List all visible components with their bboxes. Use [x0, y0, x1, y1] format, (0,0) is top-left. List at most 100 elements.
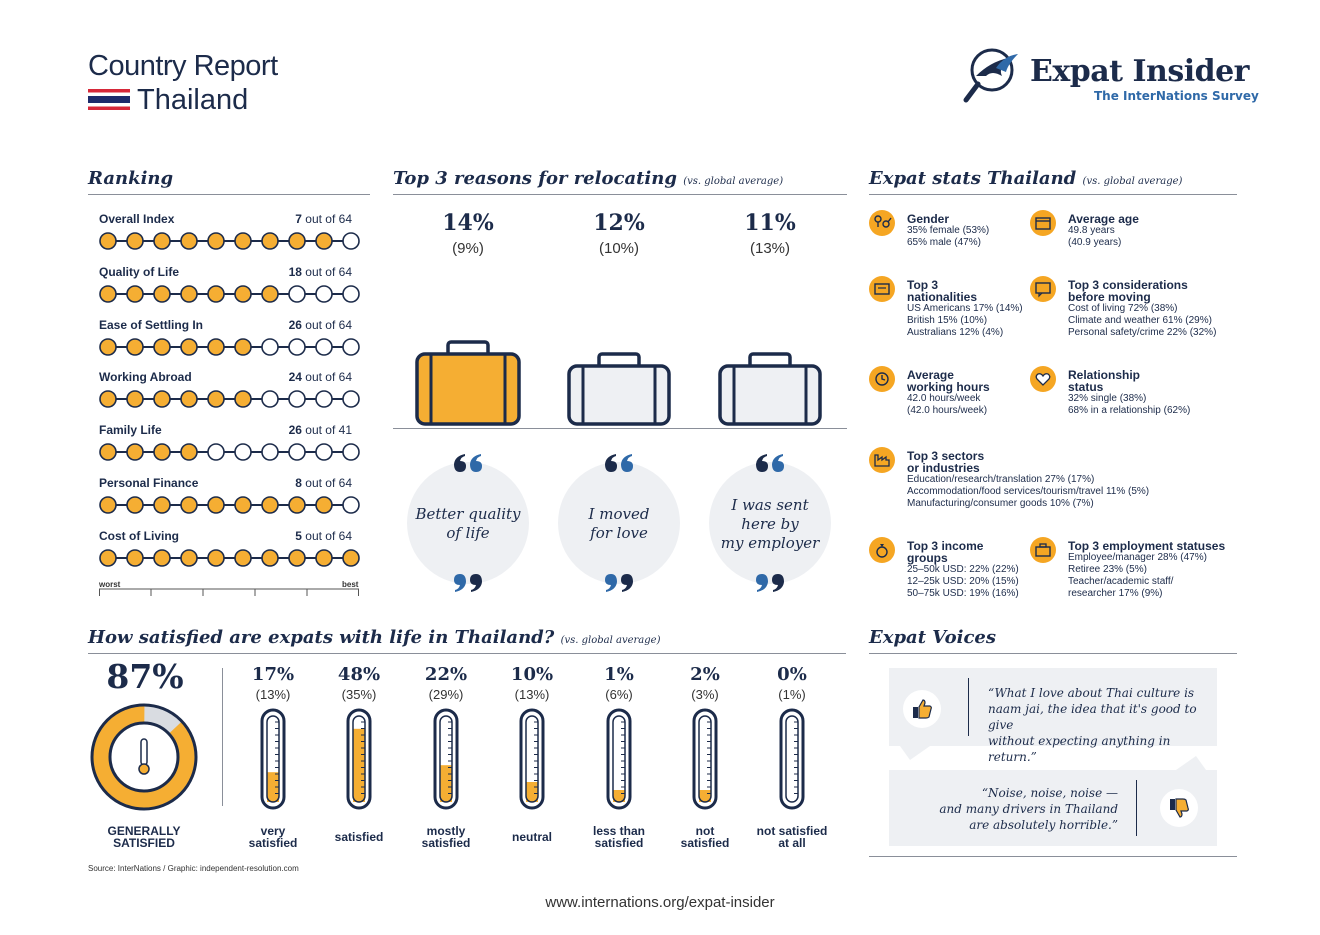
quote1-line1: “What I love about Thai culture is — [988, 686, 1195, 700]
stat-text: 49.8 years — [1068, 225, 1115, 236]
ranking-dot — [126, 548, 144, 567]
thermo-label-line2: at all — [778, 836, 806, 850]
ranking-dot — [207, 548, 225, 567]
voice-positive-bar — [968, 678, 969, 736]
reason-avg: (9%) — [452, 240, 484, 257]
stat-gender: Gender 35% female (53%) 65% male (47%) — [907, 213, 989, 249]
voice-positive-box — [889, 668, 1217, 746]
ranking-rank: 8 — [295, 476, 302, 490]
stat-text: Teacher/academic staff/ — [1068, 576, 1174, 587]
ranking-dot — [180, 443, 198, 461]
ranking-suffix: out of 64 — [305, 212, 352, 226]
logo-subtitle: The InterNations Survey — [1094, 89, 1259, 103]
stat-text: 68% in a relationship (62%) — [1068, 405, 1191, 416]
stat-nationalities: Top 3 nationalities US Americans 17% (14%)… — [907, 279, 1023, 339]
footer-url[interactable]: www.internations.org/expat-insider — [545, 894, 775, 911]
thermo-label: very satisfied — [228, 825, 318, 849]
ranking-divider — [88, 194, 370, 195]
stat-text: Employee/manager 28% (47%) — [1068, 552, 1207, 563]
ranking-dots — [99, 443, 360, 461]
ranking-dot — [342, 284, 360, 303]
ranking-suffix: out of 64 — [305, 264, 352, 279]
ranking-label: Quality of Life — [99, 264, 180, 279]
satisfaction-separator — [222, 668, 223, 806]
stat-text: Accommodation/food services/tourism/trav… — [907, 486, 1150, 497]
thermo-avg: (1%) — [778, 687, 806, 702]
thermometer-icon — [519, 708, 545, 810]
ranking-dot — [153, 496, 171, 514]
speech-icon — [1030, 276, 1056, 302]
thermo-label-line2: satisfied — [421, 836, 471, 850]
thermo-avg: (13%) — [514, 687, 550, 702]
ranking-suffix: out of 64 — [305, 528, 352, 543]
thermo-label: not satisfied at all — [747, 825, 837, 849]
ranking-dot — [261, 496, 279, 514]
satisfaction-title-text: How satisfied are expats with life in Th… — [88, 627, 555, 648]
ranking-dot — [126, 443, 144, 461]
ranking-value: 8 out of 64 — [272, 476, 352, 490]
stat-text: 65% male (47%) — [907, 237, 981, 248]
voices-divider — [869, 653, 1237, 654]
ranking-dot — [126, 337, 144, 356]
stat-heading: working hours — [907, 380, 990, 394]
ranking-dot — [261, 390, 279, 409]
stat-hours: Average working hours 42.0 hours/week (42.0… — [907, 369, 990, 417]
ranking-dot — [153, 337, 171, 356]
stat-heading: Top 3 employment statuses — [1068, 539, 1226, 553]
ranking-dot — [315, 284, 333, 303]
ranking-dot — [288, 232, 306, 250]
reasons-title: Top 3 reasons for relocating (vs. global… — [393, 168, 783, 189]
reason-pct: 14% — [442, 210, 494, 236]
thermo-label-line2: satisfied — [680, 836, 730, 850]
satisfaction-title: How satisfied are expats with life in Th… — [88, 627, 660, 648]
thermo-label: mostly satisfied — [401, 825, 491, 849]
stat-text: British 15% (10%) — [907, 315, 988, 326]
scale-worst-label: worst — [99, 580, 121, 589]
stat-text: 42.0 hours/week — [907, 393, 981, 404]
ranking-suffix: out of 64 — [305, 370, 352, 385]
ranking-dot — [288, 284, 306, 303]
ranking-dot — [315, 496, 333, 514]
thermo-avg: (3%) — [691, 687, 719, 702]
thermometer-fill — [526, 782, 538, 802]
ranking-label: Working Abroad — [99, 370, 192, 385]
thermo-avg: (29%) — [428, 687, 464, 702]
voice-positive-pointer — [900, 746, 930, 760]
clock-icon — [869, 366, 895, 392]
ranking-dot — [315, 548, 333, 567]
quote1-line3: without expecting anything in return.” — [988, 734, 1171, 764]
ranking-dot — [315, 390, 333, 409]
reason-pct: 11% — [744, 210, 796, 236]
stat-heading: Relationship — [1068, 368, 1141, 382]
ranking-dot — [261, 232, 279, 250]
ranking-dot — [180, 390, 198, 409]
stat-text: Education/research/translation 27% (17%) — [907, 474, 1095, 485]
ranking-dot — [261, 443, 279, 461]
voice-positive-quote: “What I love about Thai culture is naam … — [988, 685, 1208, 765]
thermo-pct: 17% — [251, 664, 295, 685]
general-label-line1: GENERALLY — [107, 824, 181, 838]
ranking-dot — [288, 496, 306, 514]
stat-text: Manufacturing/consumer goods 10% (7%) — [907, 498, 1094, 509]
ranking-dot — [207, 337, 225, 356]
thermometer-icon — [692, 708, 718, 810]
thermo-label-line1: less than — [592, 824, 646, 838]
source-note: Source: InterNations / Graphic: independ… — [88, 864, 299, 873]
briefcase-icon — [1030, 537, 1056, 563]
ranking-suffix: out of 64 — [305, 476, 352, 490]
ranking-dot — [153, 443, 171, 461]
stat-heading: nationalities — [907, 290, 978, 304]
reason-avg: (10%) — [598, 240, 639, 257]
stat-age: Average age 49.8 years (40.9 years) — [1068, 213, 1139, 249]
thermo-label: not satisfied — [660, 825, 750, 849]
ranking-dot — [315, 232, 333, 250]
stat-heading: status — [1068, 380, 1104, 394]
thermo-label-line2: satisfied — [248, 836, 298, 850]
ranking-dot — [99, 390, 117, 409]
ranking-value: 26 out of 41 — [272, 423, 352, 437]
general-satisfied-donut — [90, 703, 198, 811]
donut-thermo-icon — [140, 738, 148, 766]
reason-line: for love — [590, 524, 648, 542]
stat-considerations: Top 3 considerations before moving Cost of… — [1068, 279, 1216, 339]
ranking-label: Personal Finance — [99, 476, 199, 490]
